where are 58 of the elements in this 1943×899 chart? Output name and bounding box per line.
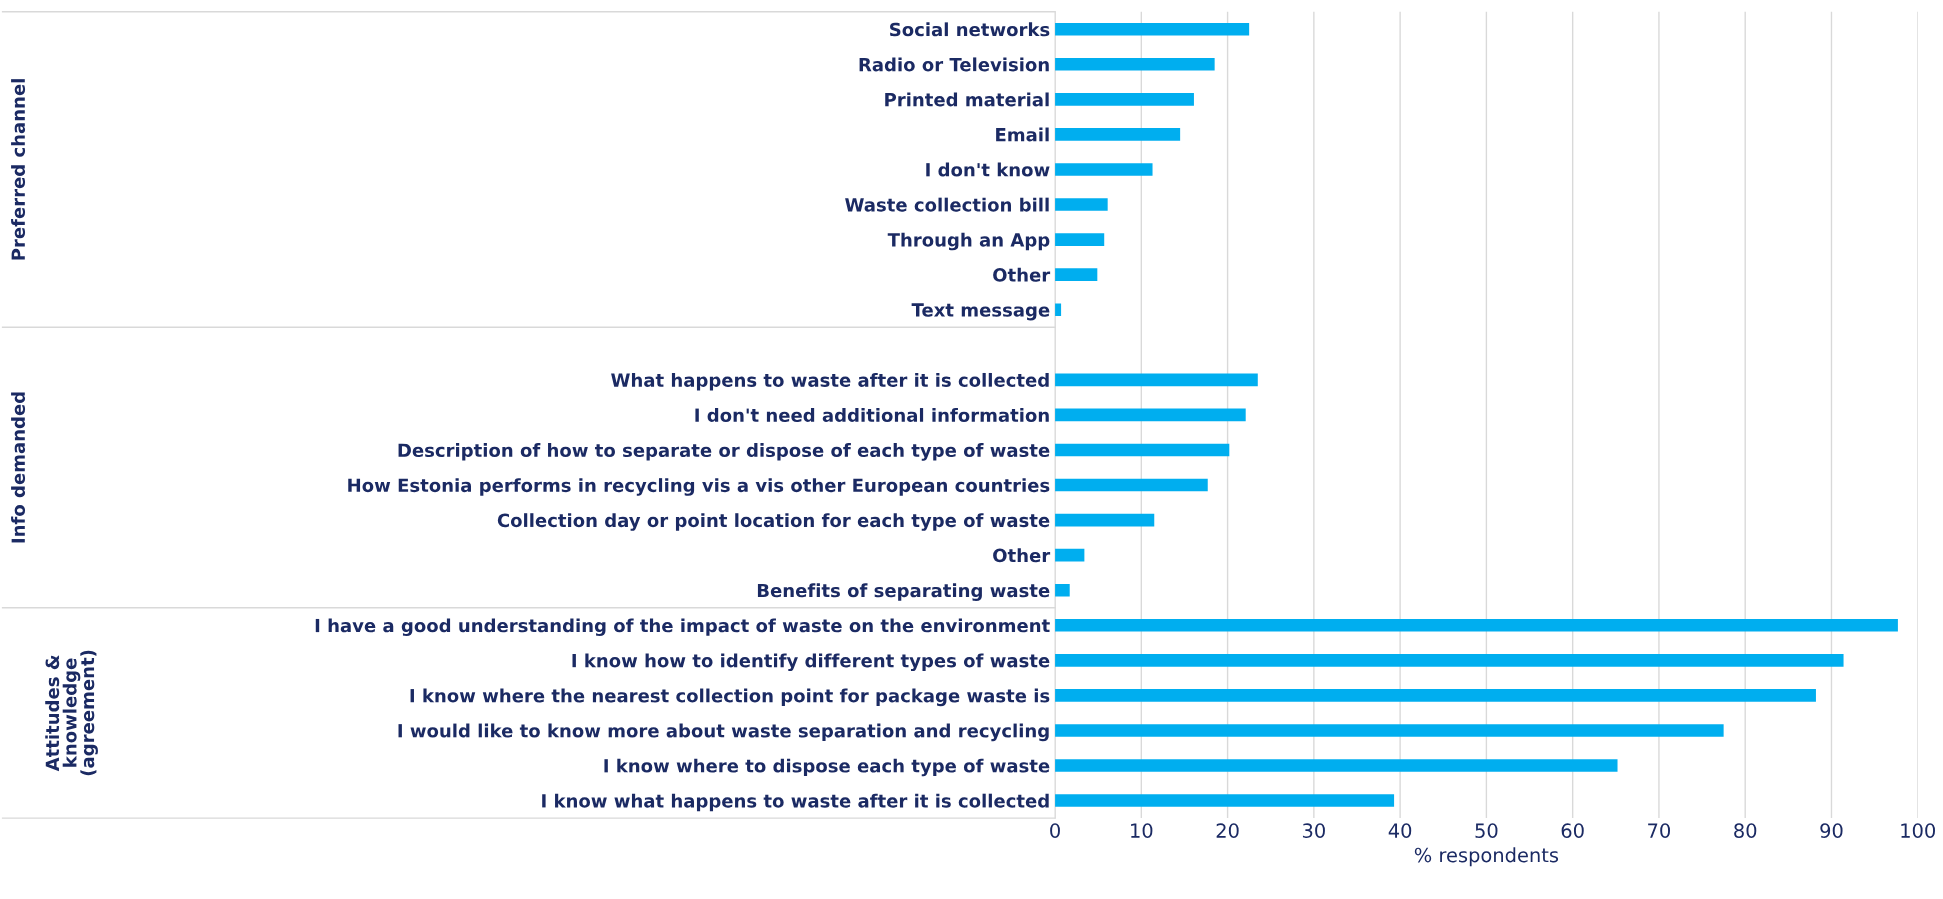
y-tick-label: Social networks	[890, 22, 1050, 37]
y-tick-label: What happens to waste after it is collected	[611, 372, 1049, 391]
y-tick-label: Through an App	[887, 232, 1050, 251]
x-tick-label: 90	[1820, 823, 1843, 838]
y-tick-label: Description of how to separate or dispose of each type of waste	[398, 443, 1050, 461]
x-tick-label: 20	[1216, 823, 1239, 838]
text: Preferred channel	[11, 79, 26, 260]
y-tick-label: Printed material	[885, 92, 1049, 107]
y-tick-label: I know how to identify different types of waste	[572, 653, 1050, 672]
bar	[1055, 22, 1250, 36]
x-tick-label: 100	[1901, 823, 1936, 838]
bar	[1055, 93, 1194, 106]
bar	[1055, 233, 1105, 246]
y-tick-label: Text message	[911, 303, 1050, 321]
y-tick-label: Other	[993, 267, 1051, 282]
y-tick-label: I know where to dispose each type of waste	[604, 758, 1050, 777]
y-tick-label: How Estonia performs in recycling vis a vis other European countries	[348, 478, 1050, 496]
y-tick-label: I would like to know more about waste separation and recycling	[398, 723, 1049, 742]
bar	[1055, 654, 1844, 667]
x-tick-label: 60	[1561, 823, 1584, 838]
y-tick-label: Collection day or point location for each type of waste	[497, 513, 1050, 531]
y-tick-label: Waste collection bill	[845, 197, 1049, 212]
y-tick-label: Other	[993, 548, 1051, 563]
x-tick-label: 30	[1302, 823, 1325, 838]
bar	[1055, 408, 1246, 422]
bar	[1055, 513, 1155, 527]
x-tick-label: 70	[1648, 823, 1671, 838]
y-tick-label: Email	[996, 127, 1049, 142]
bar	[1055, 373, 1258, 387]
x-tick-label: 0	[1050, 823, 1060, 838]
bar	[1055, 128, 1181, 141]
bar	[1055, 57, 1215, 71]
bar	[1055, 268, 1098, 281]
y-tick-label: Benefits of separating waste	[757, 583, 1050, 601]
y-tick-label: I don't know	[926, 162, 1050, 177]
text: Attitudes & knowledge (agreement)	[45, 650, 98, 776]
bar	[1055, 583, 1070, 597]
x-tick-label: 50	[1475, 823, 1498, 838]
bar	[1055, 724, 1724, 737]
bar	[1055, 759, 1618, 772]
y-tick-label: I know where the nearest collection point for package waste is	[410, 688, 1050, 707]
x-axis-title: % respondents	[1414, 847, 1559, 867]
text: Info demanded	[11, 392, 26, 543]
bar	[1055, 163, 1153, 176]
y-tick-label: Radio or Television	[859, 57, 1049, 72]
bar	[1055, 548, 1085, 562]
bar	[1055, 478, 1208, 492]
x-tick-label: 80	[1734, 823, 1757, 838]
x-tick-label: 40	[1388, 823, 1412, 838]
bar	[1055, 443, 1230, 457]
bar	[1055, 794, 1395, 807]
bar	[1055, 689, 1816, 702]
bar	[1055, 198, 1108, 211]
y-tick-label: I have a good understanding of the impact of waste on the environment	[315, 618, 1050, 637]
y-tick-label: I don't need additional information	[695, 408, 1049, 422]
x-tick-label: 10	[1131, 823, 1153, 838]
bar	[1055, 618, 1898, 632]
y-tick-label: I know what happens to waste after it is collected	[542, 793, 1049, 812]
